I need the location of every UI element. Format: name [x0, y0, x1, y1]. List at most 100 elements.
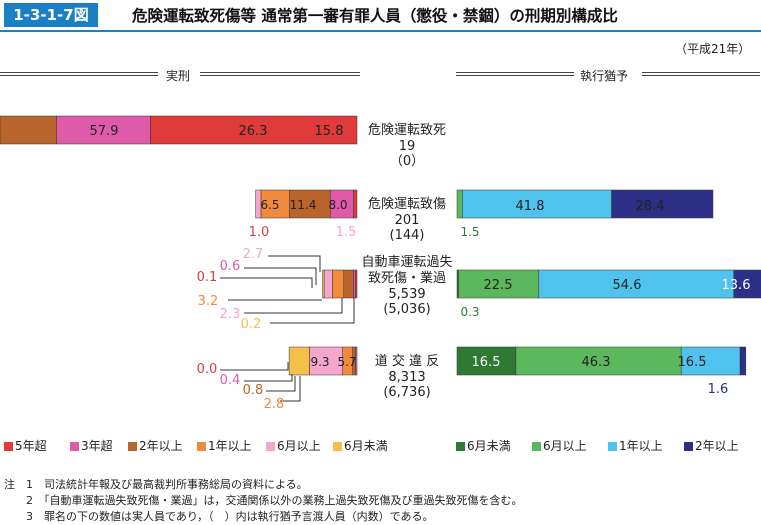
legend-item-r-6gatsu-miman: 6月未満 [456, 437, 511, 454]
value-label-2-out-0: 1.0 [249, 225, 270, 240]
note-3: 3 罪名の下の数値は実人員であり，（ ）内は執行猶予言渡人員（内数）である。 [4, 510, 434, 523]
category-total-2: 201 [395, 213, 420, 228]
category-total-4: 8,313 [388, 370, 425, 385]
bar-shikko-2-1年以上 [462, 189, 612, 219]
value-label-2-0: 6.5 [260, 198, 279, 212]
category-label-4: 道 交 違 反 [375, 353, 439, 369]
bar-jikkei-3-6月未満 [322, 269, 325, 299]
leader-4-28 [280, 376, 301, 402]
bar-jikkei-1-2年以上 [0, 115, 57, 145]
value-label-3-out-0: 2.7 [243, 247, 264, 262]
bar-shikko-4-6月未満 [456, 346, 517, 376]
legend-item-1nen-ijo: 1年以上 [197, 437, 252, 454]
note-2: 2 「自動車運転過失致死傷・業過」は，交通関係以外の業務上過失致死傷及び重過失致… [4, 494, 523, 507]
value-label-2-out-4: 28.4 [636, 199, 665, 214]
value-label-3-in-1: 54.6 [613, 278, 642, 293]
bar-shikko-3-2年以上 [733, 269, 761, 299]
bar-jikkei-3-2年以上 [343, 269, 354, 299]
bar-jikkei-3-3年超 [353, 269, 356, 299]
category-total-3: 5,539 [388, 287, 425, 302]
value-label-4-in-1: 5.7 [337, 355, 356, 369]
category-paren-1: （0） [390, 154, 424, 169]
bar-shikko-4-2年以上 [739, 346, 747, 376]
bar-shikko-4-1年以上 [680, 346, 741, 376]
value-label-2-out-3: 41.8 [516, 199, 545, 214]
bar-jikkei-4-6月以上 [309, 346, 343, 376]
value-label-3-out-2: 0.1 [197, 270, 218, 285]
value-label-3-out-4: 2.3 [220, 307, 241, 322]
category-label-3-b: 致死傷・業過 [368, 270, 446, 286]
leader-3-06 [244, 267, 317, 285]
legend: 5年超 3年超 2年以上 1年以上 6月以上 6月未満 6月未満 6月以上 1年… [0, 437, 761, 455]
category-paren-2: (144) [390, 228, 425, 243]
legend-item-r-6gatsu-ijo: 6月以上 [532, 437, 587, 454]
bar-shikko-4-6月以上 [515, 346, 682, 376]
bar-jikkei-3-1年以上 [332, 269, 344, 299]
value-label-2-2: 8.0 [328, 198, 347, 212]
legend-item-6gatsu-ijo: 6月以上 [266, 437, 321, 454]
leader-3-02 [270, 298, 355, 324]
figure-title: 危険運転致死傷等 通常第一審有罪人員（懲役・禁錮）の刑期別構成比 [132, 7, 618, 25]
section-rule-left-b [200, 72, 360, 76]
value-label-4-out-4: 1.6 [708, 382, 729, 397]
bar-shikko-3-6月以上 [458, 269, 540, 299]
legend-item-r-1nen-ijo: 1年以上 [608, 437, 663, 454]
bar-jikkei-2-6月以上 [255, 189, 262, 219]
value-label-2-1: 11.4 [290, 198, 317, 212]
value-label-4-in-0: 9.3 [310, 355, 329, 369]
category-total-1: 19 [399, 139, 416, 154]
leader-4-04 [244, 374, 293, 382]
leader-3-23 [244, 298, 343, 314]
category-paren-3: (5,036) [383, 302, 430, 317]
header-rule [0, 30, 761, 32]
value-label-3-out-1: 0.6 [220, 259, 241, 274]
value-label-4-out-0: 0.0 [197, 362, 218, 377]
section-rule-right-b [642, 72, 760, 76]
value-label-2-out-1: 1.5 [336, 225, 357, 240]
value-label-4-in-3: 46.3 [582, 355, 611, 370]
value-label-1-2: 15.8 [315, 124, 344, 139]
value-label-1-1: 26.3 [239, 124, 268, 139]
bar-jikkei-2-2年以上 [289, 189, 331, 219]
value-label-1-0: 57.9 [90, 124, 119, 139]
value-label-3-in-2: 13.6 [722, 278, 751, 293]
bar-jikkei-3-6月以上 [323, 269, 333, 299]
category-paren-4: (6,736) [383, 385, 430, 400]
leader-3-01 [220, 277, 313, 288]
leader-3-27 [268, 255, 321, 272]
section-rule-left-a [0, 72, 158, 76]
section-label-shikko: 執行猶予 [580, 69, 629, 83]
value-label-4-out-3: 2.8 [264, 397, 285, 412]
figure-header: 1-3-1-7図 危険運転致死傷等 通常第一審有罪人員（懲役・禁錮）の刑期別構成… [0, 0, 761, 30]
bar-jikkei-4-6月未満 [288, 346, 310, 376]
section-label-jikkei: 実刑 [166, 69, 191, 83]
legend-item-r-2nen-ijo: 2年以上 [684, 437, 739, 454]
legend-item-2nen-ijo: 2年以上 [128, 437, 183, 454]
value-label-3-out-3: 3.2 [198, 294, 219, 309]
value-label-4-in-2: 16.5 [472, 355, 501, 370]
value-label-4-out-2: 0.8 [243, 383, 264, 398]
bar-shikko-2-6月以上 [456, 189, 463, 219]
notes: 注 1 司法統計年報及び最高裁判所事務総局の資料による。 2 「自動車運転過失致… [4, 477, 523, 525]
bar-shikko-2-2年以上 [611, 189, 714, 219]
legend-item-6gatsu-miman: 6月未満 [333, 437, 388, 454]
leader-4-00 [220, 362, 289, 371]
leader-4-08 [266, 376, 296, 392]
year-note: （平成21年） [675, 42, 751, 56]
category-label-1: 危険運転致死 [368, 123, 446, 138]
note-1: 注 1 司法統計年報及び最高裁判所事務総局の資料による。 [4, 478, 308, 491]
value-label-3-in-0: 22.5 [484, 278, 513, 293]
legend-item-3nen-cho: 3年超 [70, 437, 113, 454]
value-label-3-in-3: 0.3 [460, 305, 479, 319]
value-label-4-in-4: 16.5 [678, 355, 707, 370]
category-label-2: 危険運転致傷 [368, 197, 446, 212]
value-label-3-out-5: 0.2 [241, 317, 262, 332]
section-rule-right-a [456, 72, 574, 76]
value-label-2-out-2: 1.5 [460, 225, 479, 239]
value-label-4-out-1: 0.4 [220, 373, 241, 388]
category-label-3: 自動車運転過失 [361, 255, 452, 270]
legend-item-5nen-cho: 5年超 [4, 437, 47, 454]
bar-jikkei-2-5年超 [353, 189, 358, 219]
figure-number: 1-3-1-7図 [4, 3, 98, 27]
